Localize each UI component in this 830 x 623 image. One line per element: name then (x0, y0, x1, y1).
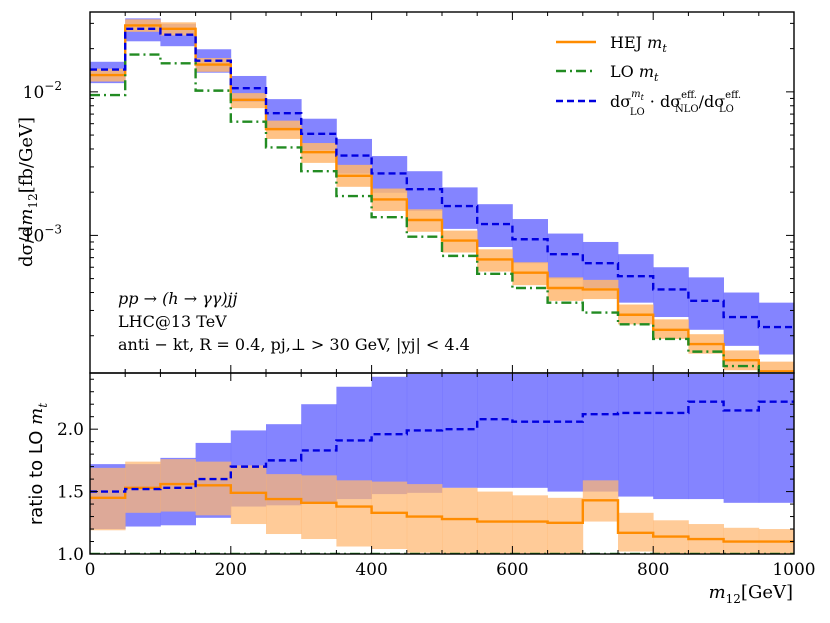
legend-label-nlo: dσmt LO · dσeff. NLO/dσeff. LO (610, 89, 741, 118)
nlo-band-bin-10 (442, 187, 478, 229)
ratio-y-axis-label: ratio to LO mt (26, 403, 50, 525)
ratio-hej-band-bin-11 (477, 491, 513, 554)
ratio-hej-band-bin-13 (547, 497, 584, 554)
legend-entry-hej: HEJ mt (556, 33, 667, 55)
legend: HEJ mt LO mt dσmt LO · dσeff. NLO/dσeff. LO (556, 33, 741, 118)
ratio-nlo-band-bin-14 (582, 374, 619, 492)
nlo-band-bin-12 (512, 219, 548, 264)
ratio-nlo-band-bin-12 (512, 374, 548, 488)
ratio-hej-band-bin-6 (301, 475, 337, 540)
top-panel: 10−2 10−3 dσ/dm12[fb/GeV] HEJ mt LO mt (16, 11, 795, 374)
x-tick-label: 800 (637, 560, 669, 580)
ratio-nlo-line (90, 400, 794, 493)
x-tick-label: 1000 (772, 560, 815, 580)
ratio-nlo-band-bin-17 (688, 374, 724, 500)
lo-line (90, 53, 760, 372)
ratio-y-tick-label: 1.5 (57, 483, 84, 503)
hej-line (90, 24, 794, 372)
ratio-hej-band-bin-9 (406, 484, 443, 553)
ratio-nlo-band-bin-15 (618, 374, 654, 497)
ratio-hej-band-bin-5 (266, 474, 302, 535)
top-series-lines (90, 24, 794, 372)
ratio-nlo-band-bin-10 (442, 374, 478, 488)
x-tick-label: 200 (215, 560, 247, 580)
y-tick-label: 10−2 (23, 79, 62, 103)
nlo-band-bin-9 (406, 171, 443, 211)
nlo-band-bin-13 (547, 233, 584, 279)
ratio-uncertainty-bands (90, 374, 794, 554)
legend-label-lo: LO mt (610, 62, 659, 84)
ratio-hej-band-bin-3 (195, 461, 232, 516)
ratio-y-tick-label: 2.0 (57, 420, 84, 440)
ratio-hej-band-bin-0 (90, 467, 126, 531)
ratio-nlo-band-bin-13 (547, 374, 584, 492)
nlo-line (90, 27, 794, 329)
process-annotation: pp → (h → γγ)jj LHC@13 TeV anti − kt, R … (118, 289, 470, 354)
ratio-ticks: 1.0 1.5 2.0 (57, 373, 795, 565)
nlo-band-bin-11 (477, 204, 513, 248)
nlo-band-bin-16 (653, 267, 689, 318)
ratio-hej-band-bin-7 (336, 480, 372, 547)
ratio-panel: 1.0 1.5 2.0 ratio to LO mt (26, 372, 795, 565)
ratio-nlo-band-bin-18 (723, 374, 760, 503)
ratio-y-tick-label: 1.0 (57, 545, 84, 565)
legend-label-hej: HEJ mt (610, 33, 667, 55)
nlo-band-bin-15 (618, 254, 654, 303)
annotation-collider: LHC@13 TeV (118, 312, 227, 331)
ratio-nlo-band-bin-19 (758, 374, 794, 503)
ratio-hej-band-bin-2 (160, 459, 196, 512)
x-axis: 0 200 400 600 800 1000 (85, 560, 816, 580)
x-tick-label: 400 (355, 560, 387, 580)
ratio-hej-band-bin-10 (442, 487, 478, 554)
ratio-hej-band-bin-8 (371, 481, 408, 550)
ratio-series-lines (90, 400, 794, 554)
x-tick-label: 600 (496, 560, 528, 580)
top-ticks: 10−2 10−3 (23, 12, 795, 373)
x-axis-label: m12[GeV] (709, 582, 793, 606)
legend-entry-nlo: dσmt LO · dσeff. NLO/dσeff. LO (556, 89, 741, 118)
y-tick-label: 10−3 (23, 222, 62, 246)
ratio-nlo-band-bin-11 (477, 374, 513, 488)
nlo-band-bin-19 (758, 302, 794, 355)
x-tick-label: 0 (85, 560, 96, 580)
ratio-nlo-band-bin-9 (406, 374, 443, 493)
ratio-hej-line (90, 482, 794, 543)
ratio-hej-band-bin-12 (512, 495, 548, 554)
top-y-axis-label: dσ/dm12[fb/GeV] (16, 117, 40, 267)
hej-band-bin-19 (758, 361, 794, 372)
annotation-process: pp → (h → γγ)jj (118, 289, 238, 308)
nlo-band-bin-18 (723, 292, 760, 346)
legend-entry-lo: LO mt (556, 62, 659, 84)
nlo-band-bin-17 (688, 277, 724, 330)
ratio-nlo-band-bin-16 (653, 374, 689, 500)
ratio-nlo-band-bin-8 (371, 376, 408, 495)
annotation-cuts: anti − kt, R = 0.4, pj,⊥ > 30 GeV, |yj| … (118, 335, 470, 354)
ratio-hej-band-bin-4 (230, 465, 267, 525)
